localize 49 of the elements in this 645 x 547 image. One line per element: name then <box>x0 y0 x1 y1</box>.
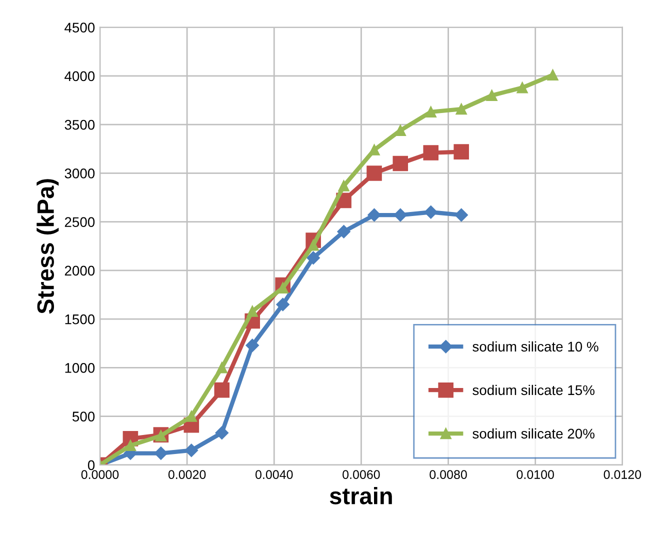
y-tick-label: 1500 <box>65 314 95 324</box>
point <box>337 224 350 238</box>
point <box>368 144 380 156</box>
point <box>366 166 382 181</box>
point <box>216 362 228 374</box>
point <box>124 440 136 452</box>
y-axis-title: Stress (kPa) <box>36 179 59 314</box>
y-tick-label: 2000 <box>64 266 95 276</box>
point <box>423 145 438 160</box>
point <box>547 69 558 81</box>
point <box>246 338 259 352</box>
x-tick-label: 0.0060 <box>342 470 380 479</box>
point <box>214 382 230 398</box>
x-tick-label: 0.0100 <box>516 470 554 479</box>
point <box>368 208 381 222</box>
x-tick-label: 0.0000 <box>81 470 119 479</box>
legend-label: sodium silicate 10 % <box>472 341 598 352</box>
x-tick-label: 0.0120 <box>604 470 642 479</box>
y-tick-label: 3500 <box>64 120 95 130</box>
point <box>246 306 258 317</box>
point <box>424 206 438 219</box>
y-tick-label: 3000 <box>64 168 95 178</box>
y-tick-label: 500 <box>72 412 95 422</box>
x-tick-label: 0.0080 <box>430 470 467 479</box>
point <box>186 410 197 422</box>
point <box>454 208 468 222</box>
x-tick-label: 0.0040 <box>256 470 293 479</box>
legend-label: sodium silicate 15% <box>472 384 594 396</box>
point <box>454 144 469 160</box>
point <box>338 180 350 192</box>
y-tick-label: 2500 <box>64 217 95 228</box>
x-axis-title: strain <box>330 487 392 504</box>
point <box>215 426 228 440</box>
point <box>392 156 408 172</box>
point <box>184 444 198 457</box>
point <box>486 90 498 101</box>
point <box>456 103 467 115</box>
y-tick-label: 0 <box>88 460 95 470</box>
point <box>394 208 407 222</box>
x-tick-label: 0.0020 <box>168 470 206 479</box>
y-tick-label: 4500 <box>64 22 95 33</box>
point <box>516 82 528 94</box>
legend-label: sodium silicate 20% <box>472 428 594 439</box>
point <box>425 106 436 118</box>
point <box>154 446 168 460</box>
point <box>276 298 290 312</box>
point <box>306 251 320 264</box>
y-tick-label: 4000 <box>64 71 95 82</box>
y-tick-label: 1000 <box>65 363 95 373</box>
